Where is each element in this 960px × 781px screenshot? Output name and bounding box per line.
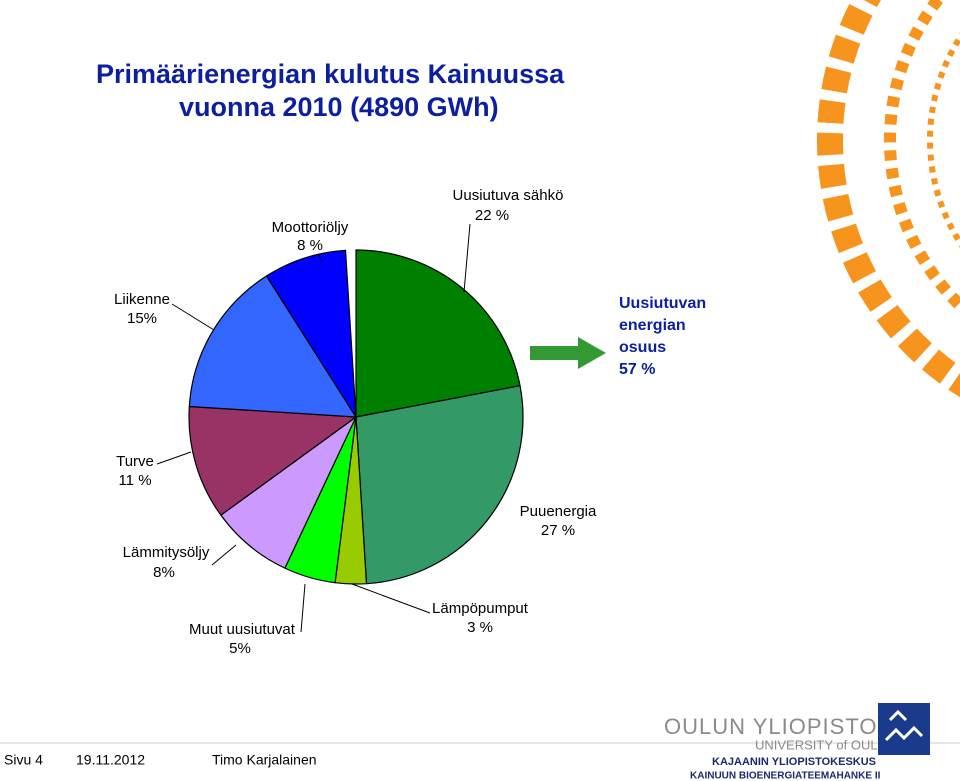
author: Timo Karjalainen <box>212 752 317 768</box>
leader-line <box>300 583 306 633</box>
annotation-line: 57 % <box>619 361 655 378</box>
pie-slice <box>355 249 521 418</box>
annotation-line: energian <box>619 317 686 334</box>
pie-slice <box>188 405 358 516</box>
annotation: Uusiutuvan energian osuus 57 % <box>619 295 706 378</box>
value-label: 8% <box>153 564 175 581</box>
logo-text: UNIVERSITY of OULU <box>755 737 887 752</box>
value-label: 8 % <box>297 237 323 254</box>
annotation-line: osuus <box>619 339 666 356</box>
logo-text: KAJAANIN YLIOPISTOKESKUS <box>712 756 876 768</box>
leader-line <box>351 583 431 614</box>
decoration <box>817 0 960 398</box>
slice-label: Uusiutuva sähkö <box>453 187 564 204</box>
slice-label: Muut uusiutuvat <box>189 621 296 638</box>
pie: Uusiutuva sähkö 22 % Puuenergia 27 % Lämpöpu… <box>114 187 597 657</box>
annotation-line: Uusiutuvan <box>619 295 706 312</box>
value-label: 22 % <box>475 207 509 224</box>
value-label: 15% <box>127 310 157 327</box>
slice-label: Liikenne <box>114 291 170 308</box>
leader-line <box>211 544 237 566</box>
title: vuonna 2010 (4890 GWh) <box>179 92 499 122</box>
date: 19.11.2012 <box>76 752 145 768</box>
leader-line <box>156 451 192 465</box>
logo-pattern <box>884 709 924 742</box>
leader-line <box>171 303 215 331</box>
arrow <box>530 337 606 369</box>
slice-label: Lämpöpumput <box>432 600 529 617</box>
value-label: 5% <box>229 640 251 657</box>
pie-slice <box>188 275 358 418</box>
value-label: 11 % <box>118 472 151 489</box>
slice-label: Moottoriöljy <box>272 219 349 236</box>
value-label: 27 % <box>541 522 575 539</box>
footer: Sivu 4 19.11.2012 Timo Karjalainen OULUN… <box>0 703 960 781</box>
title: Primäärienergian kulutus Kainuussa <box>96 59 565 89</box>
page-number: Sivu 4 <box>4 752 43 768</box>
logo-text: KAINUUN BIOENERGIATEEMAHANKE II <box>690 771 881 781</box>
value-label: 3 % <box>467 619 493 636</box>
logo-text: OULUN YLIOPISTO <box>664 714 877 739</box>
logo-mark <box>878 703 930 755</box>
pie-slice <box>355 385 524 585</box>
slice-label: Lämmitysöljy <box>123 544 210 561</box>
slice-label: Puuenergia <box>520 503 597 520</box>
leader-line <box>463 223 471 293</box>
slice-label: Turve <box>116 453 154 470</box>
pie-slice <box>265 249 357 418</box>
leader-line <box>317 253 323 263</box>
